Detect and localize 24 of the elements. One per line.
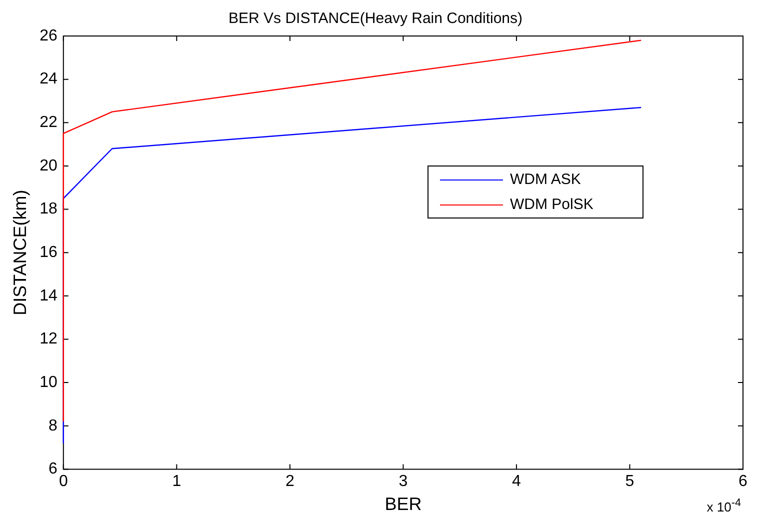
x-tick-label: 0: [58, 473, 68, 490]
y-tick-label: 18: [40, 200, 58, 218]
y-axis-title: DISTANCE(km): [10, 190, 30, 316]
chart-title: BER Vs DISTANCE(Heavy Rain Conditions): [228, 10, 522, 28]
x-tick-label: 5: [625, 473, 634, 490]
x-tick-label: 6: [738, 473, 748, 490]
y-tick-label: 16: [40, 244, 58, 262]
x-tick-label: 2: [285, 473, 294, 490]
y-tick-label: 10: [40, 374, 58, 391]
y-tick-label: 12: [40, 330, 58, 348]
y-tick-label: 26: [40, 27, 58, 44]
x-axis-title: BER: [384, 494, 422, 514]
y-tick-label: 8: [48, 417, 58, 434]
x-tick-label: 1: [172, 473, 182, 490]
y-tick-label: 14: [40, 287, 58, 304]
y-tick-label: 22: [40, 114, 58, 132]
text: x 10$^{-4}$: [706, 496, 741, 514]
x-tick-label: 4: [512, 473, 522, 490]
y-tick-label: 6: [48, 460, 58, 478]
x-tick-label: 3: [398, 473, 408, 490]
legend-label: WDM ASK: [510, 171, 581, 188]
legend-label: WDM PolSK: [510, 196, 594, 214]
y-tick-label: 24: [40, 70, 58, 88]
y-tick-label: 20: [40, 157, 58, 174]
